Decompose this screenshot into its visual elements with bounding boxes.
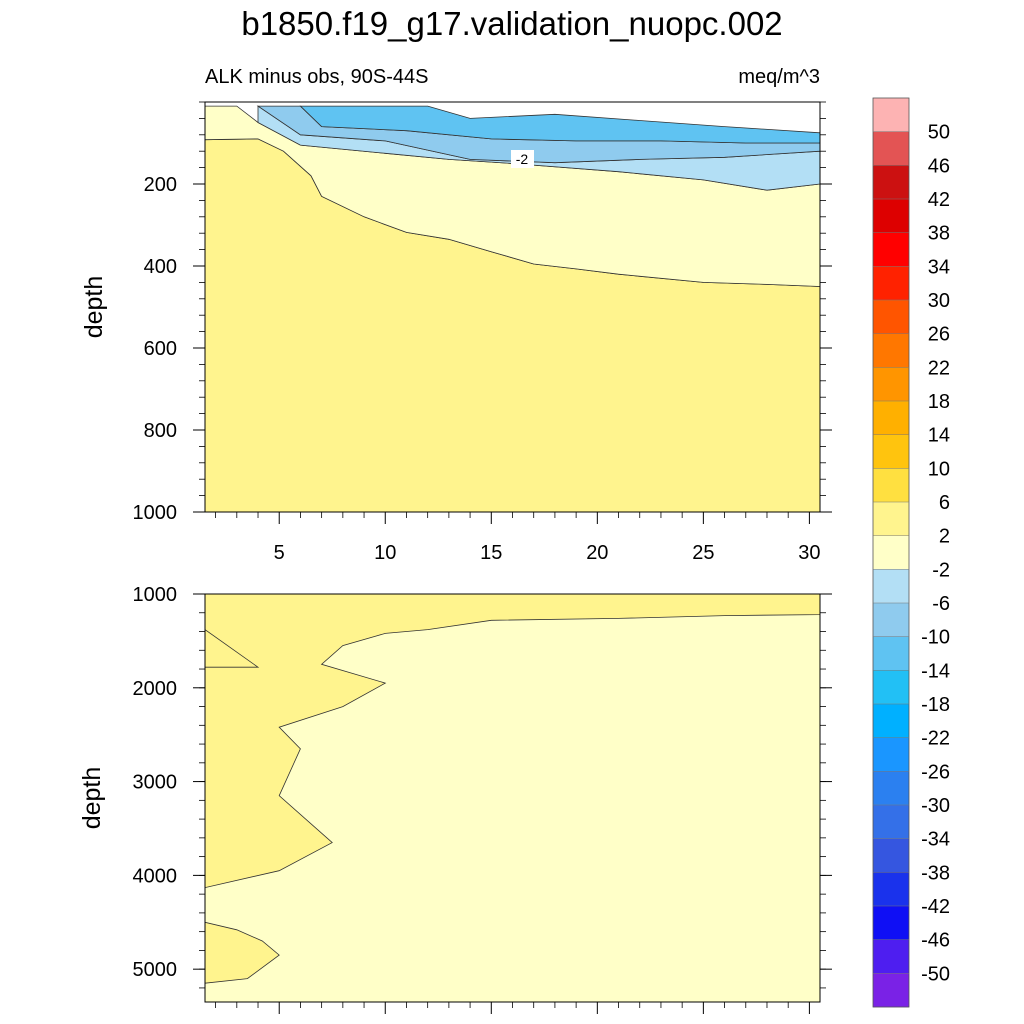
y-tick-label: 2000	[133, 678, 178, 700]
colorbar-swatch	[873, 838, 909, 873]
x-tick-label: 15	[480, 542, 502, 564]
colorbar-swatch	[873, 434, 909, 469]
colorbar-label: -50	[921, 963, 950, 985]
colorbar-label: 6	[939, 492, 950, 514]
colorbar-swatch	[873, 636, 909, 671]
colorbar-swatch	[873, 300, 909, 334]
contour-region-2	[205, 594, 820, 889]
contour-label-text: -2	[516, 151, 529, 167]
subtitle-right: meq/m^3	[738, 66, 820, 88]
colorbar-swatch	[873, 401, 909, 435]
upper-contour-fills	[205, 105, 820, 512]
colorbar-label: 22	[928, 357, 950, 379]
colorbar-swatch	[873, 569, 909, 604]
x-tick-label: 10	[374, 542, 396, 564]
colorbar-label: 10	[928, 458, 950, 480]
colorbar-label: 50	[928, 122, 950, 144]
colorbar-swatch	[873, 131, 909, 166]
y-tick-label: 800	[144, 420, 177, 442]
colorbar-swatch	[873, 771, 909, 806]
colorbar-swatch	[873, 468, 909, 503]
contour-region-5	[299, 105, 820, 144]
colorbar-label: -10	[921, 627, 950, 649]
y-tick-label: 1000	[133, 584, 178, 606]
lower-panel: 1000 2000 3000 4000 5000 depth	[78, 584, 832, 1014]
contour-region-3	[205, 921, 280, 984]
upper-axes: 200 400 600 800 1000 5 10 15 20 25 30	[133, 101, 832, 564]
colorbar-frame	[872, 97, 910, 1008]
colorbar-swatch	[873, 973, 909, 1008]
subtitle-left: ALK minus obs, 90S-44S	[205, 66, 428, 88]
contour-label: -2	[511, 150, 534, 168]
colorbar-swatch	[873, 502, 909, 536]
colorbar-swatch	[873, 232, 909, 267]
y-tick-label: 5000	[133, 959, 178, 981]
colorbar-swatch	[873, 535, 909, 570]
y-tick-label: 600	[144, 338, 177, 360]
colorbar-label: -6	[932, 593, 950, 615]
colorbar-label: -22	[921, 728, 950, 750]
colorbar-swatch	[873, 737, 909, 772]
y-tick-label: 3000	[133, 772, 178, 794]
colorbar-swatch	[873, 906, 909, 940]
colorbar-label: -26	[921, 761, 950, 783]
colorbar-label: 2	[939, 526, 950, 548]
upper-ylabel: depth	[80, 276, 108, 339]
colorbar-label: -42	[921, 896, 950, 918]
colorbar-label: -30	[921, 795, 950, 817]
colorbar-label: 18	[928, 391, 950, 413]
colorbar-label: 30	[928, 290, 950, 312]
colorbar-label: 26	[928, 324, 950, 346]
colorbar-label: -34	[921, 829, 950, 851]
colorbar-swatch	[873, 939, 909, 974]
colorbar-swatch	[873, 670, 909, 705]
x-tick-label: 30	[798, 542, 820, 564]
lower-ylabel: depth	[78, 767, 106, 830]
colorbar-label: -14	[921, 660, 950, 682]
y-tick-label: 200	[144, 174, 177, 196]
chart-title: b1850.f19_g17.validation_nuopc.002	[241, 5, 782, 42]
y-tick-label: 400	[144, 256, 177, 278]
colorbar-swatch	[873, 266, 909, 301]
colorbar-label: 46	[928, 155, 950, 177]
upper-panel: -2 200 400 600 800 1000 5 10 15 20 25 30 depth	[80, 101, 832, 564]
colorbar-label: -2	[932, 559, 950, 581]
colorbar-swatch	[873, 333, 909, 368]
colorbar-swatch	[873, 805, 909, 839]
colorbar-label: -18	[921, 694, 950, 716]
x-tick-label: 5	[274, 542, 285, 564]
lower-axes: 1000 2000 3000 4000 5000	[133, 584, 832, 1014]
colorbar-swatch	[873, 165, 909, 200]
colorbar-label: 14	[928, 425, 950, 447]
colorbar-swatch	[873, 199, 909, 233]
y-tick-label: 1000	[133, 502, 178, 524]
x-tick-label: 25	[692, 542, 714, 564]
colorbar-label: 38	[928, 223, 950, 245]
colorbar-swatch	[873, 872, 909, 907]
colorbar-swatch	[873, 704, 909, 738]
lower-contour-fills	[205, 594, 820, 1002]
colorbar-label: -46	[921, 930, 950, 952]
y-tick-label: 4000	[133, 865, 178, 887]
x-tick-label: 20	[586, 542, 608, 564]
colorbar: 50 46 42 38 34 30 26 22 18 14 10 6 2 -2 -6 -10 -14 -18 -22…	[872, 97, 950, 1008]
colorbar-label: -38	[921, 862, 950, 884]
colorbar-label: 34	[928, 256, 950, 278]
colorbar-label: 42	[928, 189, 950, 211]
colorbar-swatch	[873, 603, 909, 637]
colorbar-swatch	[873, 367, 909, 402]
colorbar-swatch	[873, 98, 909, 132]
